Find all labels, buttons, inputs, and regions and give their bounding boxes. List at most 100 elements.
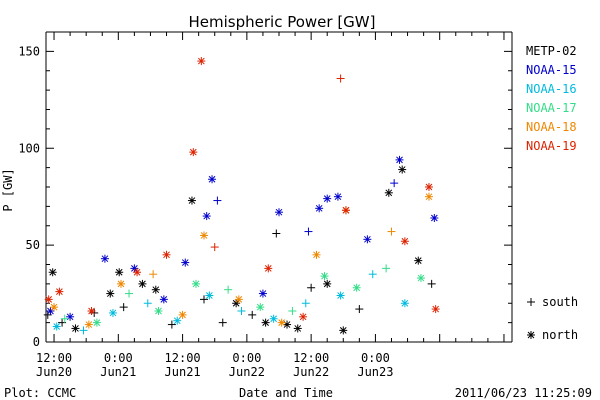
x-tick-date-label: Jun20 [36,365,72,379]
noaa-15-north-point [181,258,190,267]
metp-02-north-point [384,188,393,197]
noaa-19-north-point [299,312,308,321]
noaa-19-north-point [424,183,433,191]
metp-02-north-point [339,326,348,335]
metp-02-south-point [248,310,257,319]
y-tick-label: 100 [18,141,40,155]
noaa-16-south-point [301,299,310,308]
metp-02-north-point [232,299,241,308]
noaa-15-north-point [275,208,283,217]
noaa-15-north-point [323,194,332,203]
noaa-16-north-point [108,308,117,317]
metp-02-south-point [307,283,316,292]
metp-02-north-point [323,279,332,288]
noaa-17-north-point [191,279,200,288]
metp-02-south-point [167,320,176,329]
plot-timestamp: 2011/06/23 11:25:09 [455,386,592,400]
x-tick-label: 12:00 [36,351,72,365]
x-tick-label: 0:00 [104,351,133,365]
noaa-19-south-point [210,243,219,252]
metp-02-south-point [355,305,364,314]
legend-noaa-19: NOAA-19 [526,139,577,153]
metp-02-north-point [151,285,160,294]
noaa-19-north-point [87,307,96,315]
plot-credit: Plot: CCMC [4,386,76,400]
noaa-19-north-point [341,206,350,215]
metp-02-north-point [261,318,270,327]
noaa-19-south-point [336,74,345,83]
metp-02-north-point [293,324,302,333]
y-tick-label: 150 [18,44,40,58]
x-tick-label: 0:00 [232,351,261,365]
noaa-19-north-point [189,148,198,157]
legend-noaa-18: NOAA-18 [526,120,577,134]
legend-noaa-17: NOAA-17 [526,101,577,115]
legend-noaa-16: NOAA-16 [526,82,577,96]
noaa-18-north-point [424,192,433,201]
noaa-15-north-point [258,289,267,298]
noaa-17-north-point [92,318,101,327]
metp-02-north-point [187,196,196,205]
noaa-19-north-point [55,287,64,296]
noaa-18-north-point [50,303,59,312]
noaa-17-north-point [416,274,425,283]
noaa-16-north-point [400,299,409,308]
x-tick-date-label: Jun21 [100,365,136,379]
noaa-15-north-point [202,212,211,221]
noaa-15-north-point [315,204,324,213]
noaa-16-north-point [52,322,61,331]
noaa-16-south-point [237,307,246,315]
x-tick-label: 12:00 [165,351,201,365]
x-tick-label: 0:00 [361,351,390,365]
metp-02-south-point [119,303,128,312]
noaa-17-south-point [382,264,391,273]
noaa-18-north-point [84,320,93,329]
x-tick-date-label: Jun23 [357,365,393,379]
legend-north-label: north [542,328,578,342]
x-tick-label: 12:00 [293,351,329,365]
metp-02-north-point [414,256,423,265]
noaa-19-north-point [44,295,53,304]
noaa-17-north-point [320,272,329,281]
noaa-15-north-point [208,175,217,184]
noaa-17-north-point [256,303,265,312]
noaa-19-north-point [431,305,440,314]
x-tick-date-label: Jun22 [293,365,329,379]
legend: METP-02 NOAA-15 NOAA-16 NOAA-17 NOAA-18 NOAA-… [526,44,578,342]
noaa-16-south-point [368,270,377,279]
noaa-15-north-point [333,192,342,201]
metp-02-south-point [200,295,209,304]
noaa-16-north-point [336,291,345,300]
metp-02-north-point [115,268,124,277]
noaa-18-north-point [200,231,209,240]
noaa-18-north-point [312,250,321,259]
noaa-15-north-point [430,214,439,222]
metp-02-north-point [106,289,115,298]
noaa-17-north-point [352,283,361,292]
noaa-18-south-point [149,270,158,279]
legend-north-marker [527,331,535,339]
x-tick-date-label: Jun22 [229,365,265,379]
legend-metp-02: METP-02 [526,44,577,58]
noaa-16-north-point [173,316,182,325]
noaa-15-north-point [395,155,404,164]
metp-02-north-point [138,279,147,288]
x-axis-label: Date and Time [239,386,333,400]
noaa-15-north-point [363,235,372,244]
noaa-17-south-point [125,289,134,298]
y-tick-label: 50 [26,238,40,252]
noaa-15-south-point [213,196,222,205]
noaa-18-south-point [387,227,396,236]
data-points [43,57,440,335]
metp-02-north-point [71,324,80,333]
metp-02-south-point [272,229,281,238]
noaa-16-north-point [205,291,214,300]
y-axis-ticks: 0 50 100 150 [18,31,512,349]
noaa-15-north-point [159,295,168,304]
legend-south-label: south [542,295,578,309]
noaa-15-north-point [100,254,109,263]
y-axis-label: P [GW] [1,168,15,211]
legend-south-marker [527,298,535,306]
metp-02-north-point [398,165,407,174]
